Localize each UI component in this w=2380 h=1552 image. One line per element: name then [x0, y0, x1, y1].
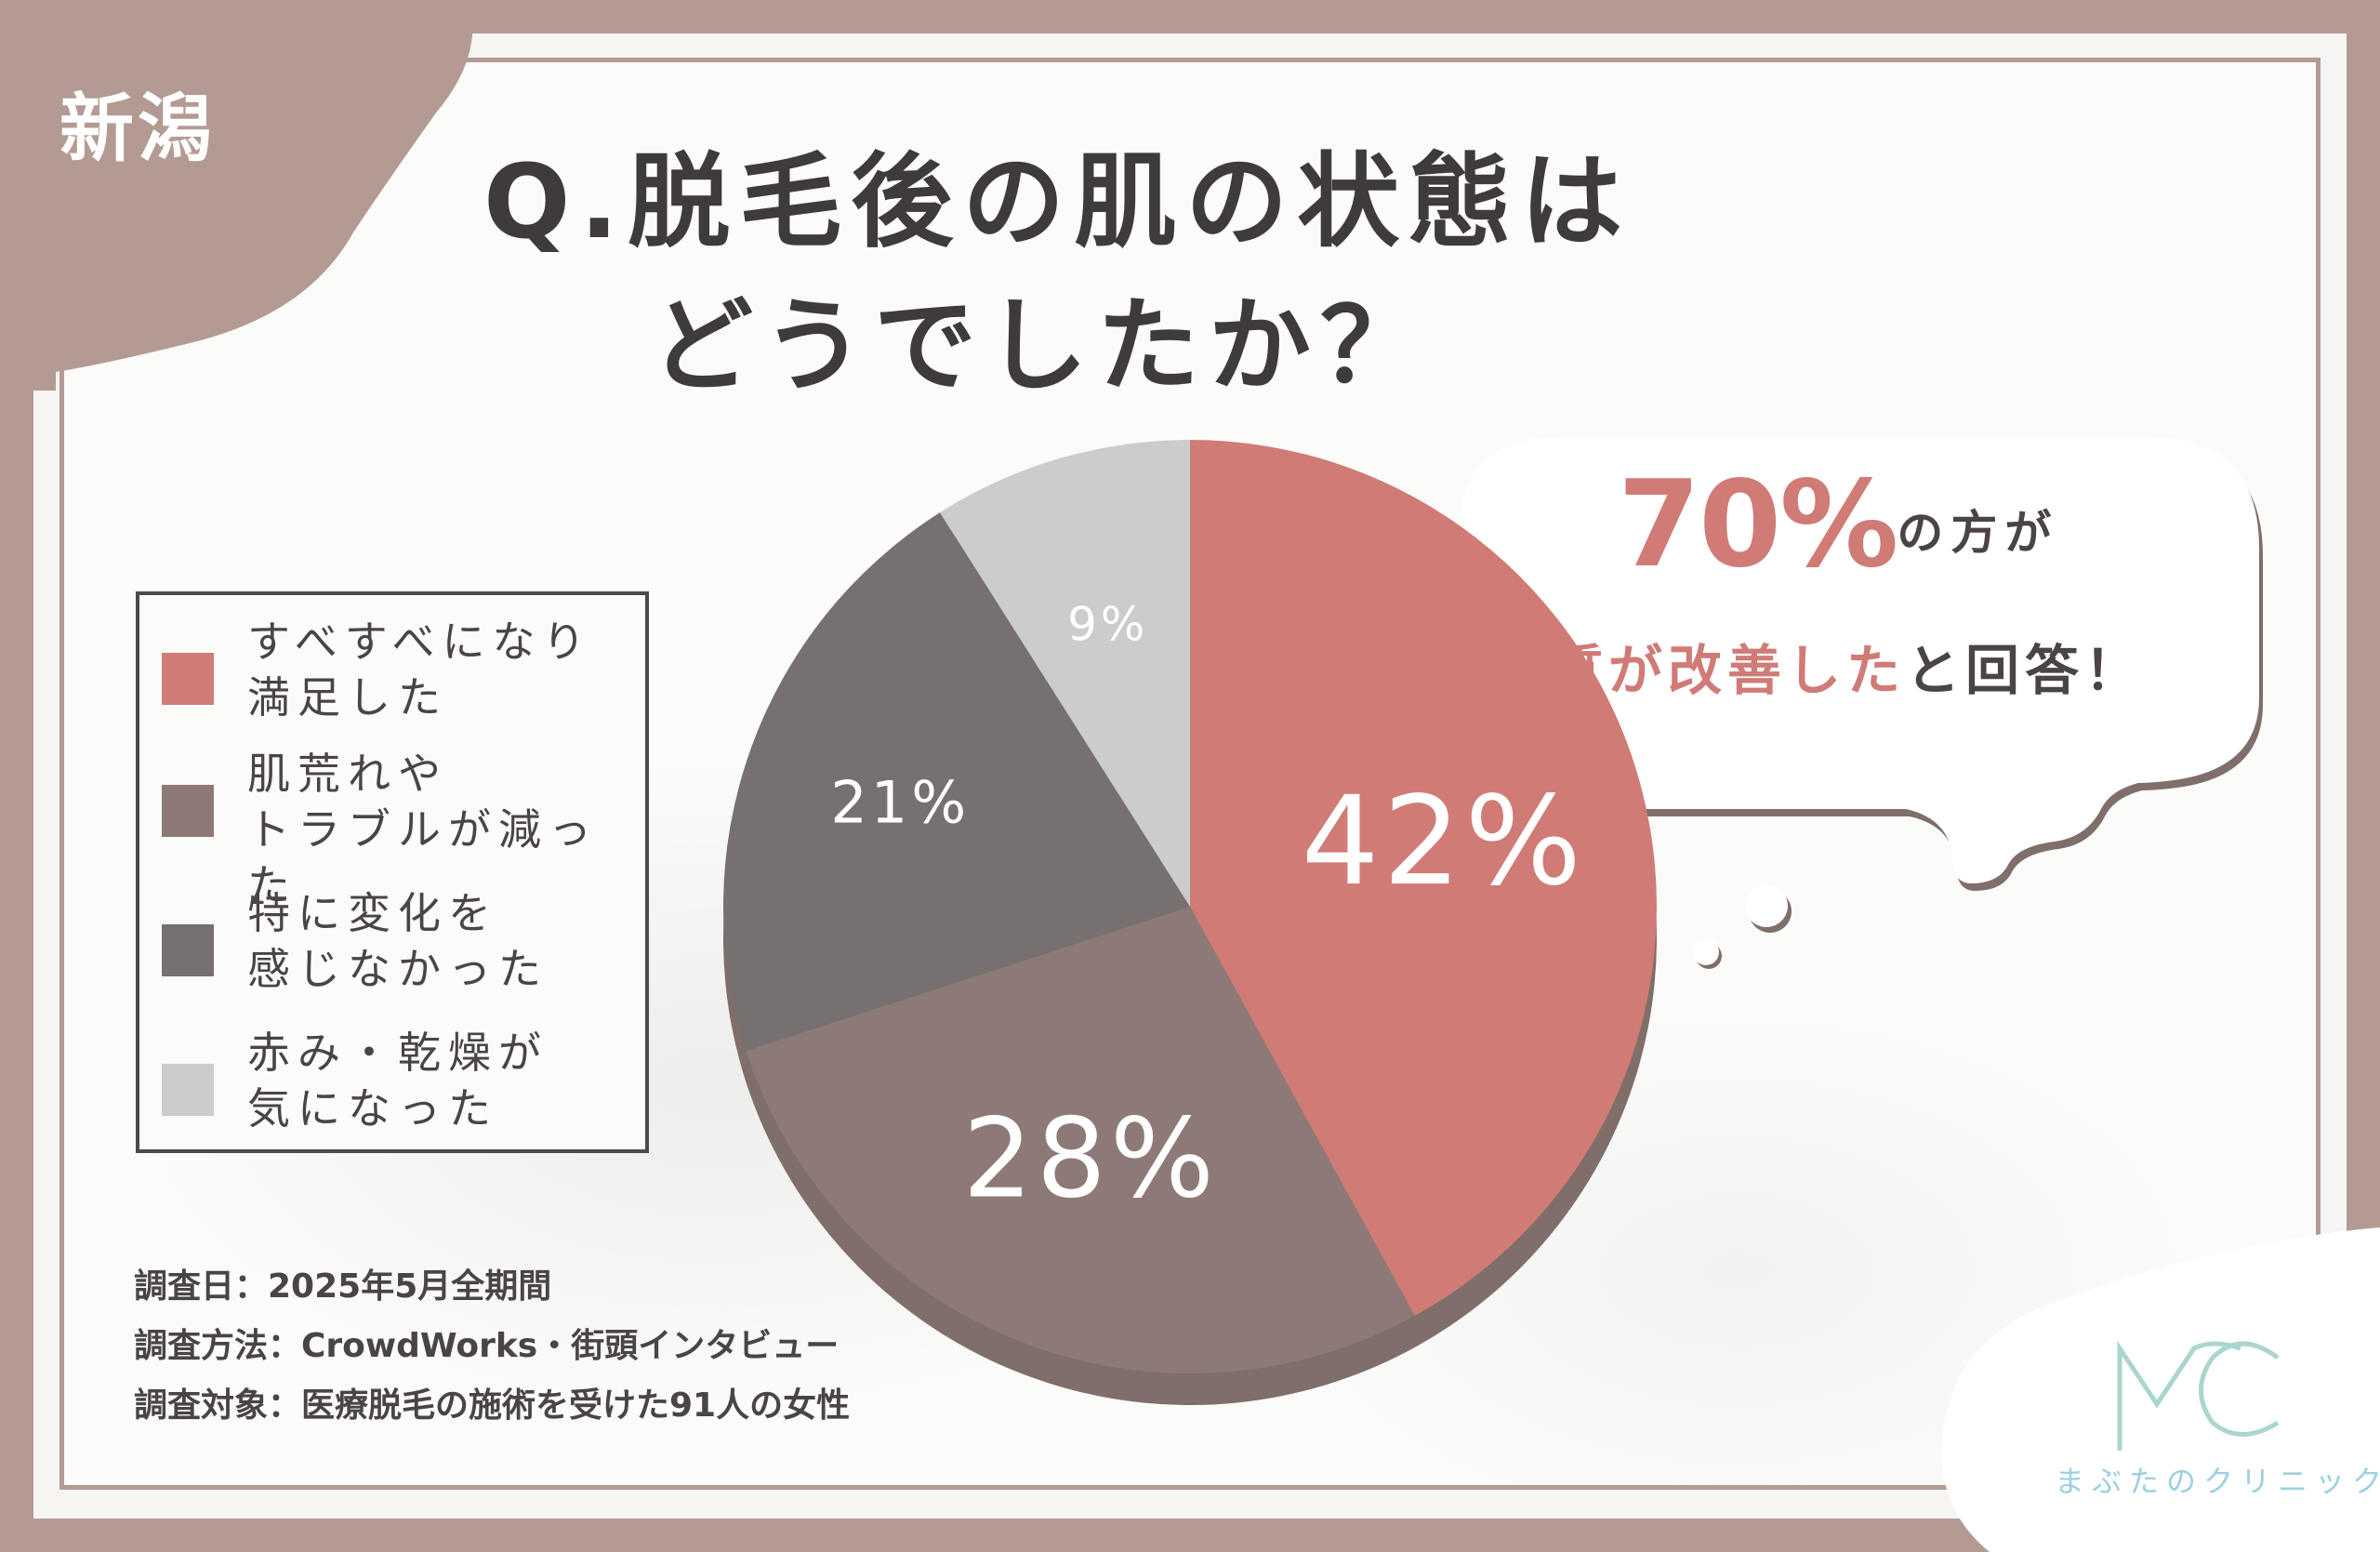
- callout-text-2: と回答！: [1906, 639, 2145, 702]
- survey-date: 調査日：2025年5月全期間: [134, 1267, 552, 1306]
- title-line-1: Q.脱毛後の肌の状態は: [483, 142, 1633, 261]
- legend-label-1b: 満足した: [247, 672, 448, 723]
- pie-label-1: 42%: [1302, 770, 1585, 913]
- legend-swatch-1: [162, 653, 214, 705]
- legend-label-3b: 感じなかった: [247, 944, 549, 994]
- pie-slice-3: [723, 512, 1190, 1052]
- survey-method: 調査方法：CrowdWorks・街頭インタビュー: [134, 1327, 840, 1365]
- pie-label-2: 28%: [963, 1094, 1218, 1223]
- clinic-name: まぶたのクリニック: [2055, 1464, 2380, 1499]
- pie-label-3: 21%: [830, 768, 970, 836]
- legend-swatch-2: [162, 785, 214, 837]
- legend-label-4b: 気になった: [247, 1083, 498, 1134]
- chart-legend: すべすべになり 満足した 肌荒れや トラブルが減った 特に変化を 感じなかった …: [136, 591, 649, 1153]
- legend-swatch-4: [162, 1064, 214, 1116]
- survey-notes: 調査日：2025年5月全期間 調査方法：CrowdWorks・街頭インタビュー …: [134, 1257, 850, 1436]
- region-label: 新潟: [60, 86, 216, 172]
- corner-blob-bottom: [1941, 1227, 2380, 1552]
- pie-slice-1: [1190, 440, 1657, 1316]
- callout-headline: 70%の方が: [1618, 456, 2058, 594]
- legend-item-2: 肌荒れや トラブルが減った: [162, 746, 619, 913]
- legend-label-2b: トラブルが減った: [247, 804, 599, 910]
- legend-label-1a: すべすべになり: [247, 617, 593, 667]
- legend-swatch-3: [162, 924, 214, 976]
- corner-blob-shape: [0, 0, 473, 391]
- speech-bubble: [1450, 437, 2263, 969]
- clinic-logo-mark: [2117, 1340, 2280, 1451]
- callout-percent: 70%: [1618, 456, 1898, 594]
- legend-label-3a: 特に変化を: [247, 888, 498, 938]
- legend-item-3: 特に変化を 感じなかった: [162, 885, 619, 997]
- survey-target: 調査対象：医療脱毛の施術を受けた91人の女性: [134, 1386, 851, 1425]
- callout-text-1: の方が: [1897, 506, 2059, 560]
- pie-slice-4: [940, 440, 1190, 907]
- legend-label-4a: 赤み・乾燥が: [247, 1028, 549, 1078]
- page-title: Q.脱毛後の肌の状態は どうでしたか？: [483, 130, 1632, 418]
- pie-slice-2: [746, 907, 1415, 1373]
- pie-label-4: 9%: [1067, 597, 1148, 651]
- legend-label-2a: 肌荒れや: [247, 749, 448, 799]
- title-line-2: どうでしたか？: [651, 286, 1432, 405]
- legend-item-1: すべすべになり 満足した: [162, 614, 619, 725]
- legend-item-4: 赤み・乾燥が 気になった: [162, 1025, 619, 1136]
